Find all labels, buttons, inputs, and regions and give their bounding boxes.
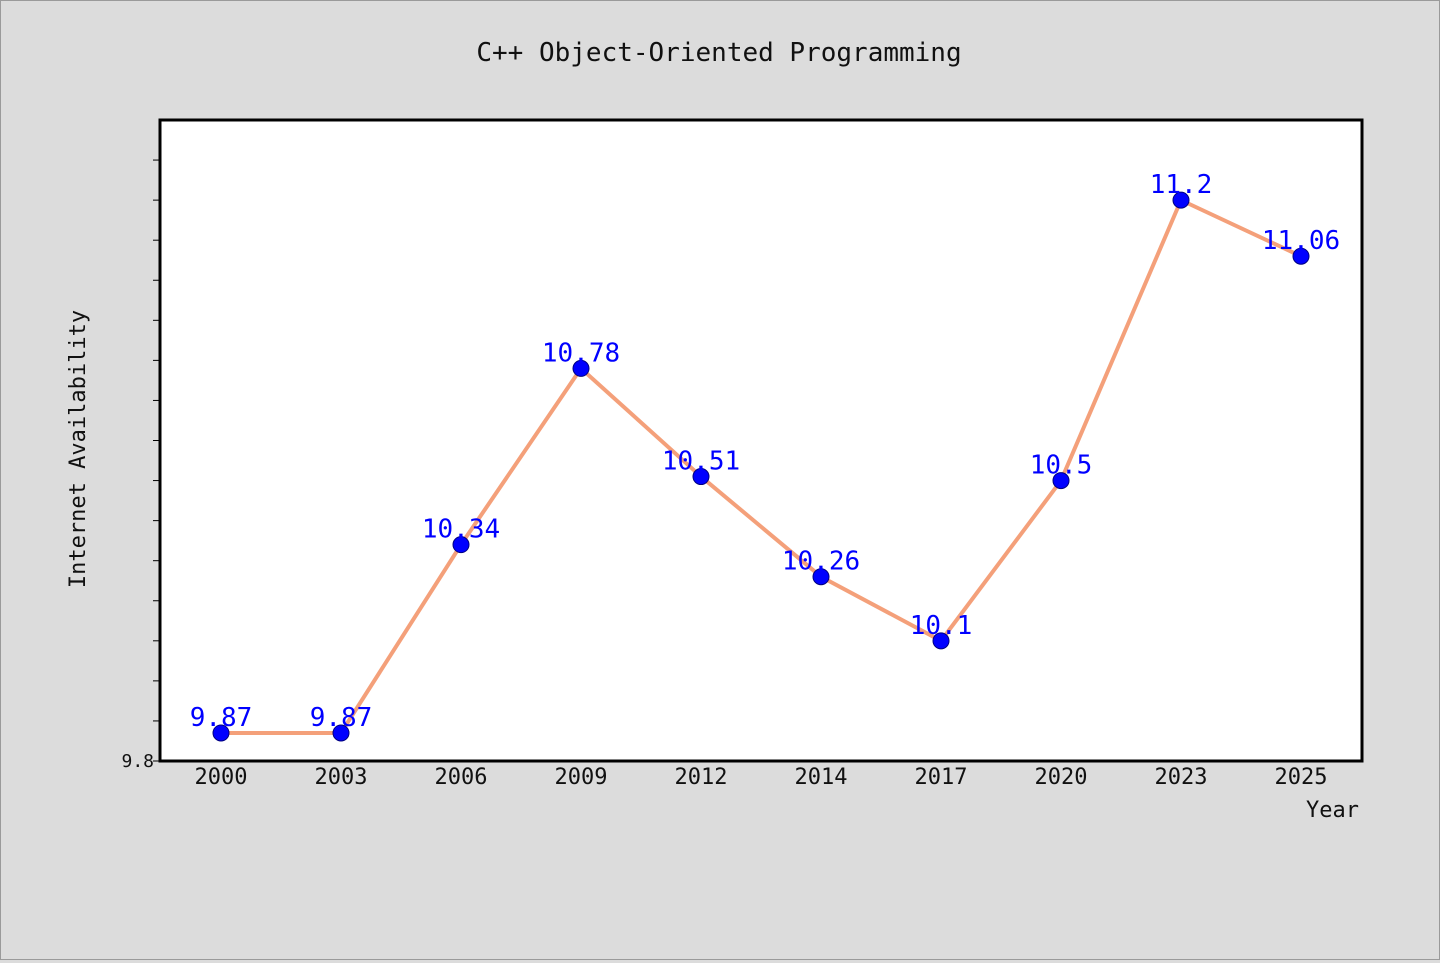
- data-label: 10.34: [422, 515, 500, 545]
- data-label: 10.26: [782, 547, 860, 577]
- data-point: [332, 724, 350, 742]
- series-layer: [212, 191, 1310, 742]
- plot-area: [158, 118, 1364, 763]
- x-tick-label: 2020: [1035, 765, 1088, 790]
- data-point: [1052, 472, 1070, 490]
- data-label: 9.87: [310, 703, 373, 733]
- y-axis-ticks: 9.8: [121, 159, 160, 772]
- data-point: [452, 536, 470, 554]
- x-tick-label: 2025: [1275, 765, 1328, 790]
- data-labels-layer: 9.87 9.87 10.34 10.78 10.51 10.26 10.1 10.5 11.2…: [190, 170, 1340, 733]
- x-tick-label: 2012: [675, 765, 728, 790]
- series-line: [221, 198, 1302, 735]
- data-point: [1292, 247, 1310, 265]
- x-tick-label: 2014: [795, 765, 848, 790]
- x-tick-label: 2003: [315, 765, 368, 790]
- data-point: [212, 724, 230, 742]
- x-tick-label: 2009: [555, 765, 608, 790]
- x-tick-label: 2023: [1155, 765, 1208, 790]
- data-label: 11.2: [1150, 170, 1213, 200]
- x-axis-ticks: 2000 2003 2006 2009 2012 2014 2017 2020 2023 2025: [195, 765, 1328, 790]
- data-label: 10.1: [910, 611, 973, 641]
- data-point: [572, 359, 590, 377]
- x-tick-label: 2017: [915, 765, 968, 790]
- data-label: 11.06: [1262, 226, 1340, 256]
- data-point: [812, 568, 830, 586]
- x-tick-label: 2000: [195, 765, 248, 790]
- y-axis-label: Internet Availability: [66, 310, 91, 588]
- data-label: 10.78: [542, 338, 620, 368]
- y-tick-label: 9.8: [121, 751, 154, 772]
- data-point: [932, 632, 950, 650]
- x-tick-label: 2006: [435, 765, 488, 790]
- x-axis-label: Year: [1306, 798, 1359, 823]
- data-point: [1172, 191, 1190, 209]
- data-label: 10.5: [1030, 451, 1093, 481]
- data-label: 10.51: [662, 447, 740, 477]
- data-point: [692, 468, 710, 486]
- data-label: 9.87: [190, 703, 253, 733]
- chart-title: C++ Object-Oriented Programming: [476, 38, 961, 68]
